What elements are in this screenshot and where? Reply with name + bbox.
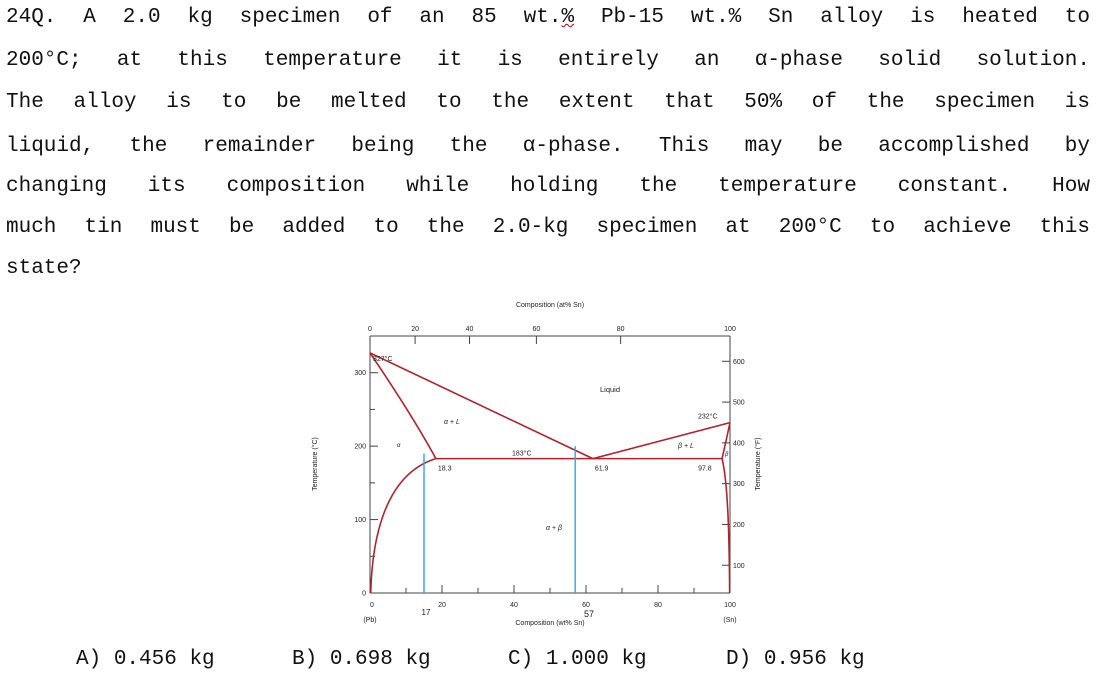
question-line-6: much tin must be added to the 2.0-kg spe… <box>6 216 1090 239</box>
question-line-1: 24Q. A 2.0 kg specimen of an 85 wt.% Pb-… <box>6 4 1090 32</box>
alpha-limit-label: 18.3 <box>438 466 452 473</box>
right-tick-label: 100 <box>733 563 745 570</box>
beta-solidus-line <box>721 422 731 459</box>
right-axis-title: Temperature (°F) <box>754 438 762 491</box>
percent-sign-misspelled: % <box>561 6 575 29</box>
right-tick-label: 400 <box>733 440 745 447</box>
option-c-value: 1.000 kg <box>545 648 647 671</box>
eutectic-temp-label: 183°C <box>512 450 532 458</box>
eutectic-comp-label: 61.9 <box>595 466 609 473</box>
option-c-letter: C) <box>508 648 534 671</box>
option-b[interactable]: B) 0.698 kg <box>292 648 431 671</box>
region-beta-l: β + L <box>677 443 694 450</box>
beta-solvus-line <box>721 458 731 594</box>
option-a-value: 0.456 kg <box>113 648 215 671</box>
sn-melting-label: 232°C <box>698 413 718 421</box>
answer-options: A) 0.456 kg B) 0.698 kg C) 1.000 kg D) 0… <box>0 648 1100 678</box>
question-line-3: The alloy is to be melted to the extent … <box>6 91 1090 114</box>
top-tick-label: 0 <box>368 326 372 333</box>
bottom-tick-label: 80 <box>654 602 662 609</box>
bottom-tick-label: 20 <box>438 602 446 609</box>
question-line-5: changing its composition while holding t… <box>6 175 1090 198</box>
left-axis-title: Temperature (°C) <box>311 437 319 491</box>
phase-diagram: 0 20 40 60 80 100 0 20 40 60 80 100 0 100 200 300 600 500… <box>311 302 762 627</box>
pb-melting-label: 327°C <box>373 355 393 363</box>
option-c[interactable]: C) 1.000 kg <box>508 648 647 671</box>
region-beta: β <box>724 452 729 458</box>
sn-end-label: (Sn) <box>723 617 736 624</box>
pb-end-label: (Pb) <box>363 617 376 624</box>
question-line-1a: 24Q. A 2.0 kg specimen of an 85 wt. <box>6 6 562 29</box>
alpha-solidus-line <box>369 352 437 460</box>
left-tick-label: 300 <box>354 370 366 377</box>
bottom-tick-label: 0 <box>370 602 374 609</box>
bottom-tick-label: 40 <box>510 602 518 609</box>
region-alpha-l: α + L <box>444 419 460 426</box>
option-a[interactable]: A) 0.456 kg <box>76 648 215 671</box>
top-tick-label: 60 <box>532 326 540 333</box>
question-line-1b: Pb-15 wt.% Sn alloy is heated to <box>574 6 1091 29</box>
left-tick-label: 0 <box>362 591 366 598</box>
top-tick-label: 40 <box>466 326 474 333</box>
composition-markers <box>423 446 576 593</box>
liquidus-line <box>369 352 731 460</box>
right-tick-label: 300 <box>733 481 745 488</box>
top-axis-title: Composition (at% Sn) <box>516 302 584 309</box>
option-a-letter: A) <box>76 648 102 671</box>
top-tick-label: 80 <box>617 326 625 333</box>
bottom-axis-title: Composition (wt% Sn) <box>515 620 584 627</box>
beta-limit-label: 97.8 <box>698 466 712 473</box>
region-liquid: Liquid <box>600 385 620 394</box>
option-d-value: 0.956 kg <box>763 648 865 671</box>
right-tick-label: 500 <box>733 400 745 407</box>
bottom-tick-label: 100 <box>724 602 736 609</box>
top-tick-label: 20 <box>411 326 419 333</box>
special-tick-57: 57 <box>584 609 594 619</box>
left-tick-label: 100 <box>354 517 366 524</box>
question-line-4: liquid, the remainder being the α-phase.… <box>6 135 1090 158</box>
region-alpha-beta: α + β <box>546 525 562 532</box>
question-line-2: 200°C; at this temperature it is entirel… <box>6 49 1090 72</box>
question-line-7: state? <box>6 257 82 280</box>
axis-ticks: 0 20 40 60 80 100 0 20 40 60 80 100 0 100 200 300 600 500… <box>354 326 744 609</box>
region-alpha: α <box>397 443 401 449</box>
option-d[interactable]: D) 0.956 kg <box>726 648 865 671</box>
alpha-solvus-line <box>369 457 437 594</box>
phase-boundaries <box>369 352 731 594</box>
right-tick-label: 200 <box>733 522 745 529</box>
option-b-letter: B) <box>292 648 318 671</box>
left-tick-label: 200 <box>354 444 366 451</box>
option-b-value: 0.698 kg <box>329 648 431 671</box>
special-tick-17: 17 <box>422 608 431 617</box>
bottom-tick-label: 60 <box>582 602 590 609</box>
top-tick-label: 100 <box>724 326 736 333</box>
option-d-letter: D) <box>726 648 752 671</box>
right-tick-label: 600 <box>733 359 745 366</box>
